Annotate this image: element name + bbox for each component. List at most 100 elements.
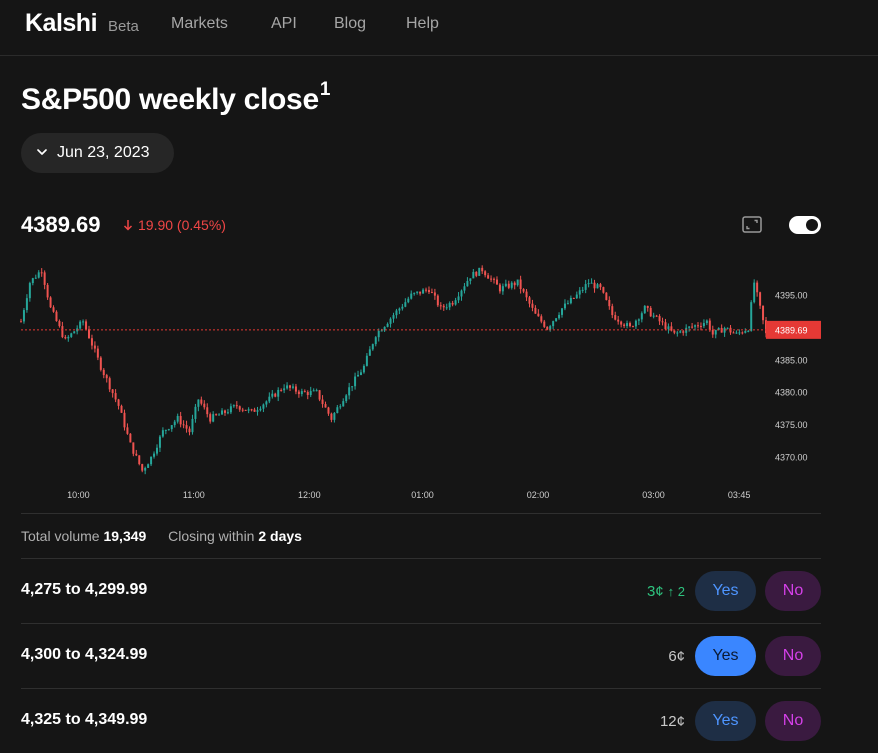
candle-body xyxy=(422,289,425,294)
candle-body xyxy=(93,345,96,349)
expand-icon[interactable] xyxy=(741,215,763,235)
no-button[interactable]: No xyxy=(765,636,821,676)
current-price-tag xyxy=(766,320,821,339)
nav-blog-link[interactable]: Blog xyxy=(334,15,367,32)
candle-body xyxy=(114,393,117,400)
candle-body xyxy=(223,410,226,413)
candle-body xyxy=(176,416,179,422)
candle-body xyxy=(552,321,555,327)
candle-body xyxy=(566,303,569,305)
candle-body xyxy=(345,395,348,402)
candle-body xyxy=(138,455,141,465)
candle-body xyxy=(578,290,581,295)
candle-body xyxy=(274,393,277,397)
candle-body xyxy=(750,302,753,331)
candle-body xyxy=(439,305,442,307)
candle-body xyxy=(484,271,487,276)
nav-help-link[interactable]: Help xyxy=(406,15,439,32)
candle-body xyxy=(546,326,549,330)
candle-body xyxy=(608,299,611,307)
candle-body xyxy=(617,319,620,322)
candle-body xyxy=(537,313,540,317)
candle-body xyxy=(581,289,584,291)
candle-body xyxy=(277,389,280,397)
candle-body xyxy=(194,406,197,419)
candle-body xyxy=(357,374,360,377)
candle-body xyxy=(389,318,392,324)
title-footnote[interactable]: 1 xyxy=(319,79,331,100)
candle-body xyxy=(377,330,380,338)
chevron-down-icon xyxy=(37,149,47,155)
candle-body xyxy=(637,319,640,321)
candle-body xyxy=(575,294,578,299)
candle-body xyxy=(516,279,519,286)
candle-body xyxy=(605,292,608,300)
candle-body xyxy=(525,291,528,298)
candle-body xyxy=(398,308,401,311)
candle-body xyxy=(392,315,395,319)
yes-button[interactable]: Yes xyxy=(695,701,756,741)
contract-row: 4,275 to 4,299.99 3¢ ↑ 2 Yes No xyxy=(21,559,821,623)
candle-body xyxy=(679,331,682,333)
candlestick-chart[interactable]: 4389.69 4395.00 4385.00 4380.00 4375.00 4370… xyxy=(0,255,878,505)
candle-body xyxy=(365,355,368,366)
candle-body xyxy=(699,325,702,327)
candle-body xyxy=(563,303,566,309)
candle-body xyxy=(472,271,475,279)
candle-body xyxy=(46,284,49,298)
volume-value: 19,349 xyxy=(103,528,147,544)
toggle-knob xyxy=(806,219,818,231)
candle-body xyxy=(212,414,215,422)
candle-body xyxy=(569,297,572,304)
candle-body xyxy=(664,322,667,330)
candle-body xyxy=(271,393,274,397)
yes-button[interactable]: Yes xyxy=(695,636,756,676)
beta-badge: Beta xyxy=(108,18,139,35)
x-tick-label: 10:00 xyxy=(67,490,90,500)
candle-body xyxy=(430,292,433,294)
candle-body xyxy=(203,403,206,408)
candle-body xyxy=(55,311,58,322)
candle-body xyxy=(543,321,546,327)
candle-body xyxy=(732,332,735,334)
candle-body xyxy=(188,428,191,433)
candle-body xyxy=(694,325,697,327)
candle-body xyxy=(504,283,507,287)
candle-body xyxy=(510,282,513,288)
no-button[interactable]: No xyxy=(765,701,821,741)
candle-body xyxy=(371,344,374,350)
candle-body xyxy=(395,310,398,316)
candle-body xyxy=(741,332,744,334)
yes-button[interactable]: Yes xyxy=(695,571,756,611)
candle-body xyxy=(70,333,73,337)
candle-body xyxy=(28,283,31,299)
candle-body xyxy=(419,291,422,294)
candle-body xyxy=(611,306,614,316)
contract-price-value: 3¢ xyxy=(646,583,664,600)
candle-body xyxy=(291,386,294,388)
candle-body xyxy=(265,401,268,405)
y-tick-label: 4380.00 xyxy=(775,388,808,398)
date-dropdown[interactable]: Jun 23, 2023 xyxy=(21,133,174,173)
candle-body xyxy=(34,277,37,279)
candle-body xyxy=(599,284,602,288)
top-nav: Kalshi Beta Markets API Blog Help xyxy=(0,0,878,56)
candles-group xyxy=(20,265,767,475)
y-tick-label: 4395.00 xyxy=(775,290,808,300)
candle-body xyxy=(691,326,694,328)
no-button[interactable]: No xyxy=(765,571,821,611)
candle-body xyxy=(359,372,362,375)
candle-body xyxy=(155,447,158,454)
candle-body xyxy=(306,391,309,396)
candle-body xyxy=(454,300,457,305)
toggle-switch[interactable] xyxy=(789,216,821,234)
candle-body xyxy=(442,305,445,308)
nav-markets-link[interactable]: Markets xyxy=(171,15,228,32)
kalshi-logo[interactable]: Kalshi xyxy=(25,9,98,37)
candle-body xyxy=(164,429,167,431)
candle-body xyxy=(153,453,156,457)
candle-body xyxy=(501,286,504,292)
candle-body xyxy=(312,390,315,392)
candle-body xyxy=(294,386,297,392)
nav-api-link[interactable]: API xyxy=(271,15,297,32)
